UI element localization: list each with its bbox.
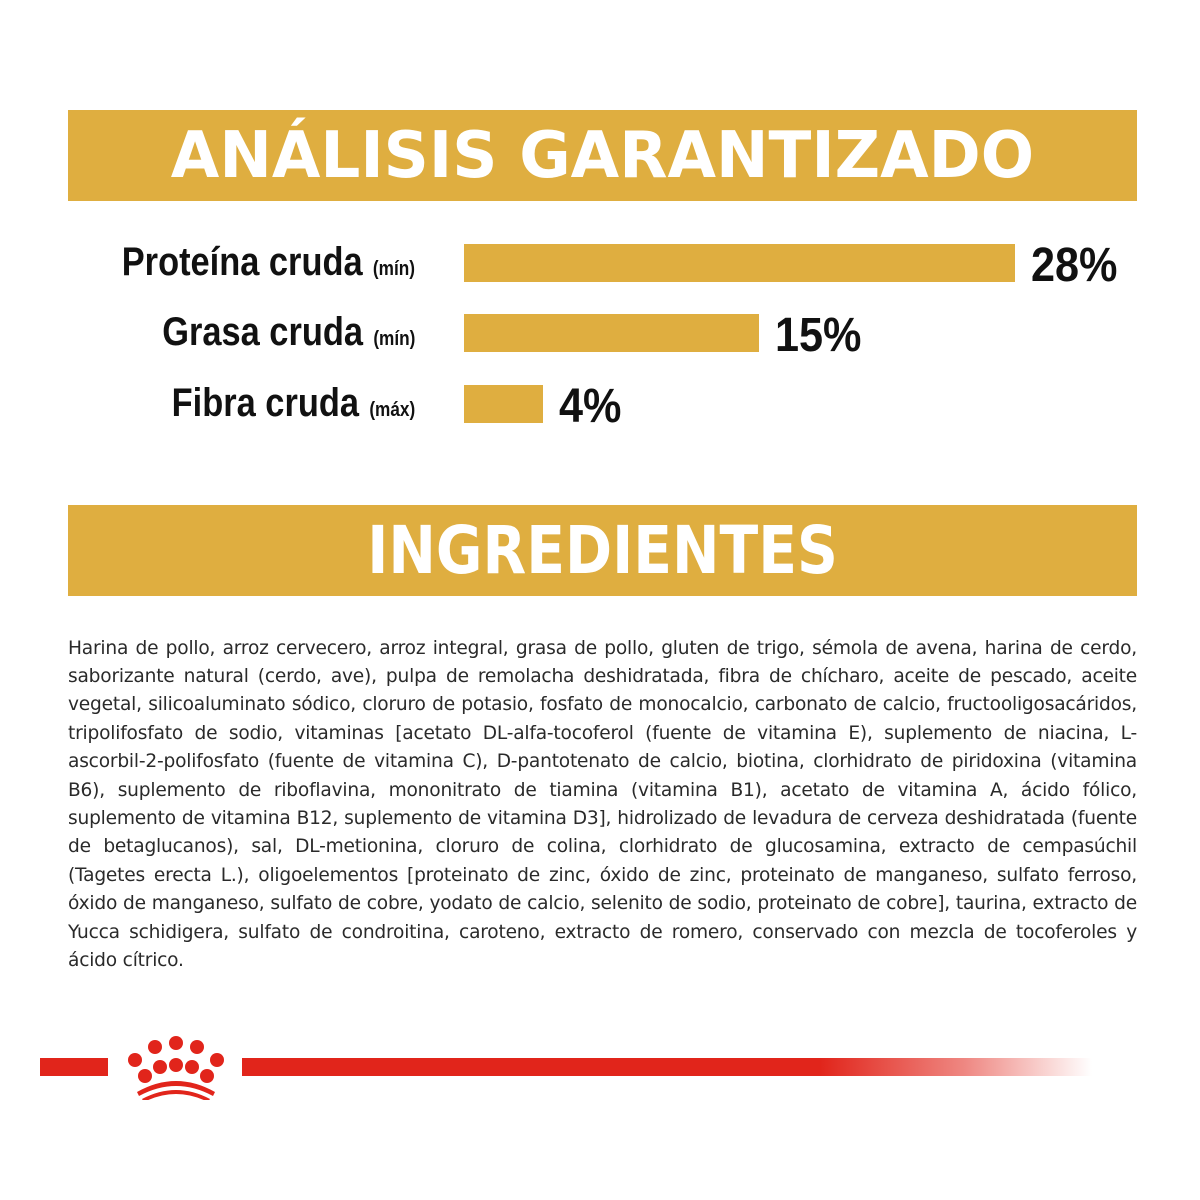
row-qualifier: (mín) xyxy=(372,328,415,350)
bar-fat xyxy=(464,314,759,352)
row-label: Grasa cruda (mín) xyxy=(162,310,415,355)
analysis-header-band: ANÁLISIS GARANTIZADO xyxy=(68,110,1137,201)
row-label: Proteína cruda (mín) xyxy=(122,240,415,285)
value-label-fat: 15% xyxy=(775,309,862,362)
footer-red-line-left xyxy=(40,1058,108,1076)
row-qualifier: (mín) xyxy=(372,258,415,280)
value-label-fiber: 4% xyxy=(559,380,622,433)
chart-row-fat: Grasa cruda (mín) 15% xyxy=(0,309,1200,362)
ingredients-list: Harina de pollo, arroz cervecero, arroz … xyxy=(68,637,1137,972)
row-label: Fibra cruda (máx) xyxy=(171,381,415,426)
ingredients-title: INGREDIENTES xyxy=(367,511,838,589)
row-label-text: Proteína cruda xyxy=(121,240,363,284)
row-qualifier: (máx) xyxy=(369,399,415,421)
bar-protein xyxy=(464,244,1015,282)
crown-icon xyxy=(128,1036,224,1100)
value-label-protein: 28% xyxy=(1031,239,1118,292)
analysis-title: ANÁLISIS GARANTIZADO xyxy=(170,118,1035,193)
row-label-text: Fibra cruda xyxy=(171,381,359,425)
footer-red-line-right xyxy=(242,1058,1092,1076)
chart-row-fiber: Fibra cruda (máx) 4% xyxy=(0,380,1200,433)
row-label-text: Grasa cruda xyxy=(161,310,363,354)
chart-row-protein: Proteína cruda (mín) 28% xyxy=(0,239,1200,292)
bar-fiber xyxy=(464,385,543,423)
ingredients-header-band: INGREDIENTES xyxy=(68,505,1137,596)
